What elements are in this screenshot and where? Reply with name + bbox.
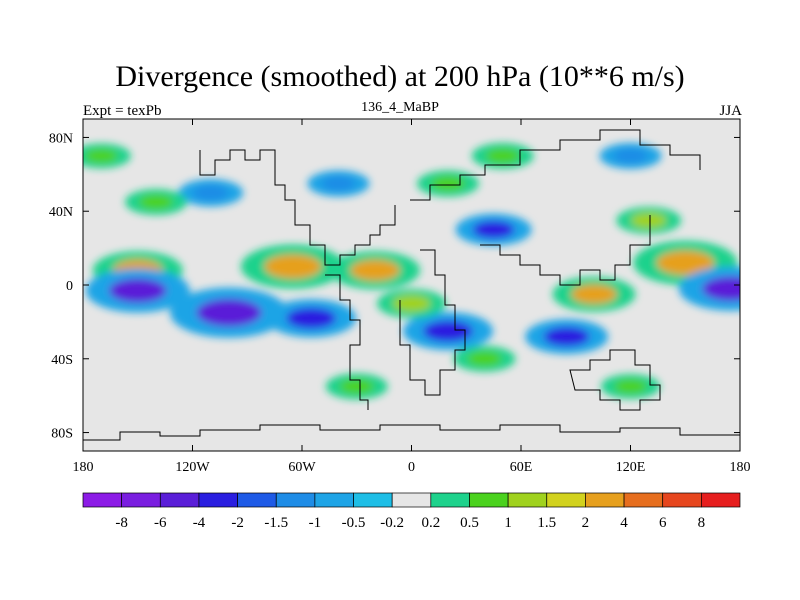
x-tick-label: 60E	[510, 460, 533, 475]
season-label: JJA	[719, 103, 742, 119]
colorbar-label: -2	[231, 515, 244, 531]
colorbar-swatch	[546, 492, 586, 508]
field-anomaly-core	[472, 220, 515, 239]
field-anomaly-core	[614, 379, 647, 394]
colorbar: -8 -6 -4 -2 -1.5 -1 -0.5 -0.2 0.2 0.5 1 1.5 2 4 6 8	[82, 492, 741, 531]
axis-ticks: 180 120W 60W 0 60E 120E 180 80N 40N 0 40S 80S	[49, 119, 751, 475]
colorbar-label: -8	[115, 515, 128, 531]
field-anomaly-core	[423, 320, 473, 342]
coastline-north-america	[199, 149, 396, 266]
colorbar-label: 4	[620, 515, 628, 531]
chart-title: Divergence (smoothed) at 200 hPa (10**6 …	[115, 60, 685, 93]
x-tick-label: 120E	[616, 460, 646, 475]
colorbar-label: -6	[154, 515, 167, 531]
colorbar-swatch	[237, 492, 277, 508]
field-anomaly-core	[138, 194, 174, 210]
coastline-south-america	[325, 274, 369, 410]
field-anomaly-core	[196, 298, 262, 327]
x-tick-label: 60W	[288, 460, 316, 475]
colorbar-label: 0.2	[421, 515, 440, 531]
colorbar-label: 0.5	[460, 515, 479, 531]
colorbar-swatch	[198, 492, 238, 508]
colorbar-label: 8	[698, 515, 706, 531]
colorbar-label: 1.5	[537, 515, 556, 531]
colorbar-swatch	[275, 492, 316, 508]
field-anomaly-core	[339, 379, 374, 394]
case-label: 136_4_MaBP	[361, 100, 439, 115]
field-anomaly-core	[571, 284, 617, 304]
colorbar-label: -0.5	[342, 515, 366, 531]
x-tick-label: 0	[408, 460, 415, 475]
experiment-label: Expt = texPb	[83, 103, 162, 119]
field-anomaly-core	[264, 254, 322, 279]
field-anomaly-core	[430, 176, 466, 191]
field-anomaly-core	[84, 149, 118, 163]
colorbar-swatch	[507, 492, 548, 508]
x-tick-label: 180	[73, 460, 94, 475]
field-anomaly-core	[543, 327, 590, 347]
y-tick-label: 40N	[49, 205, 73, 220]
y-tick-label: 80N	[49, 131, 73, 146]
y-tick-label: 40S	[51, 353, 73, 368]
colorbar-swatch	[391, 492, 432, 508]
colorbar-label: -4	[193, 515, 206, 531]
colorbar-swatch	[662, 492, 702, 508]
field-anomaly-core	[192, 185, 229, 201]
field-anomaly-core	[613, 148, 648, 164]
field-anomaly-core	[656, 250, 714, 275]
field-anomaly-core	[630, 212, 667, 228]
colorbar-label: 2	[582, 515, 590, 531]
colorbar-swatch	[585, 492, 625, 508]
field-anomaly-core	[350, 259, 400, 281]
y-tick-label: 80S	[51, 427, 73, 442]
coastline-eurasia	[410, 129, 701, 201]
field-anomaly-core	[485, 148, 520, 164]
x-tick-label: 120W	[175, 460, 210, 475]
colorbar-label: -1.5	[264, 515, 288, 531]
field-anomaly-core	[109, 278, 167, 303]
colorbar-label: -1	[309, 515, 322, 531]
field-anomaly-core	[286, 307, 336, 329]
coastline-antarctica	[83, 424, 740, 441]
colorbar-swatch	[121, 492, 161, 508]
colorbar-swatch	[353, 492, 393, 508]
field-anomaly-core	[702, 276, 740, 301]
coastline-africa	[399, 249, 466, 396]
x-tick-label: 180	[730, 460, 751, 475]
coastline-layer	[83, 129, 740, 441]
field-layer	[83, 119, 740, 451]
field-anomaly-core	[467, 351, 502, 366]
colorbar-swatch	[701, 492, 741, 508]
colorbar-swatch	[82, 492, 122, 508]
colorbar-label: 1	[504, 515, 512, 531]
coastline-australia	[569, 349, 661, 411]
colorbar-label: -0.2	[380, 515, 404, 531]
field-anomaly-core	[321, 176, 356, 191]
colorbar-swatch	[430, 492, 470, 508]
y-tick-label: 0	[66, 279, 73, 294]
colorbar-swatch	[469, 492, 509, 508]
coastline-asia-south	[480, 215, 651, 286]
colorbar-swatch	[623, 492, 664, 508]
field-anomaly-core	[392, 295, 431, 312]
colorbar-swatch	[159, 492, 200, 508]
colorbar-swatch	[314, 492, 354, 508]
colorbar-label: 6	[659, 515, 667, 531]
